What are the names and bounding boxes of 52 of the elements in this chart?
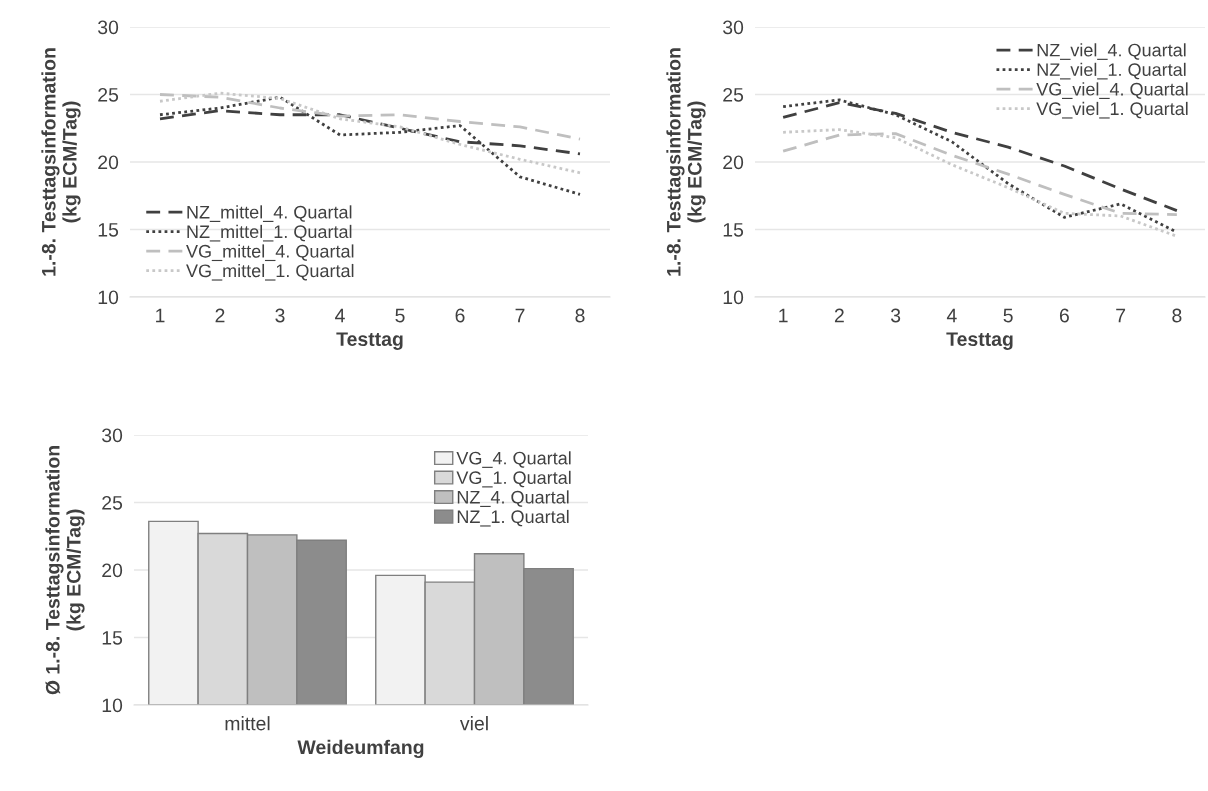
- x-tick-label: 7: [1116, 308, 1126, 323]
- legend-label: NZ_viel_1. Quartal: [1037, 62, 1186, 80]
- y-tick-label: 15: [723, 223, 744, 237]
- x-tick-label: 2: [834, 308, 844, 323]
- x-tick-label: 3: [275, 308, 285, 323]
- legend-label: VG_mittel_4. Quartal: [186, 244, 354, 262]
- legend-label: NZ_viel_4. Quartal: [1037, 43, 1186, 60]
- y-tick-label: 20: [723, 155, 744, 170]
- x-tick-label: 7: [515, 308, 525, 323]
- legend-label: VG_1. Quartal: [456, 470, 571, 488]
- y-tick-label: 30: [98, 20, 119, 35]
- x-tick-label: 4: [335, 308, 345, 323]
- x-tick-label: 6: [1059, 308, 1069, 323]
- legend-label: NZ_mittel_1. Quartal: [187, 224, 352, 242]
- y-tick-label: 25: [723, 87, 744, 102]
- x-tick-label: mittel: [225, 716, 270, 731]
- legend-label: VG_mittel_1. Quartal: [186, 263, 354, 281]
- legend-label: VG_viel_1. Quartal: [1036, 101, 1188, 119]
- y-tick-label: 20: [98, 155, 119, 170]
- x-tick-label: viel: [459, 716, 488, 731]
- x-tick-label: 3: [890, 308, 901, 323]
- legend-label: NZ_mittel_4. Quartal: [187, 205, 352, 222]
- y-tick-label: 10: [102, 698, 123, 713]
- legend-label: NZ_4. Quartal: [457, 490, 569, 507]
- x-tick-label: 2: [215, 308, 225, 323]
- y-tick-label: 15: [98, 223, 119, 237]
- y-tick-label: 10: [98, 290, 119, 305]
- y-tick-label: 25: [98, 87, 119, 102]
- y-tick-label: 10: [723, 290, 744, 305]
- line-series: [158, 95, 582, 196]
- x-tick-label: 1: [779, 308, 788, 323]
- x-tick-label: 1: [156, 308, 165, 323]
- y-tick-label: 20: [102, 563, 123, 578]
- y-tick-label: 25: [102, 495, 123, 510]
- x-tick-label: 4: [946, 308, 957, 323]
- y-axis-title: 1.-8. Testtagsinformation (kg ECM/Tag): [666, 48, 706, 276]
- x-tick-label: 8: [1172, 308, 1182, 323]
- x-tick-label: 5: [395, 308, 405, 323]
- y-tick-label: 15: [102, 631, 123, 645]
- legend-label: VG_4. Quartal: [456, 451, 571, 468]
- x-axis-title: Testtag: [336, 332, 403, 350]
- x-axis-title: Testtag: [946, 332, 1013, 350]
- y-axis-title: 1.-8. Testtagsinformation (kg ECM/Tag): [41, 48, 81, 276]
- x-tick-label: 8: [575, 308, 585, 323]
- x-axis-title: Weideumfang: [297, 739, 424, 758]
- legend-label: NZ_1. Quartal: [457, 509, 569, 527]
- x-tick-label: 6: [455, 308, 465, 323]
- legend-label: VG_viel_4. Quartal: [1036, 82, 1188, 99]
- x-tick-label: 5: [1003, 308, 1013, 323]
- y-tick-label: 30: [723, 20, 744, 35]
- y-axis-title: Ø 1.-8. Testtagsinformation (kg ECM/Tag): [45, 446, 85, 695]
- y-tick-label: 30: [102, 428, 123, 443]
